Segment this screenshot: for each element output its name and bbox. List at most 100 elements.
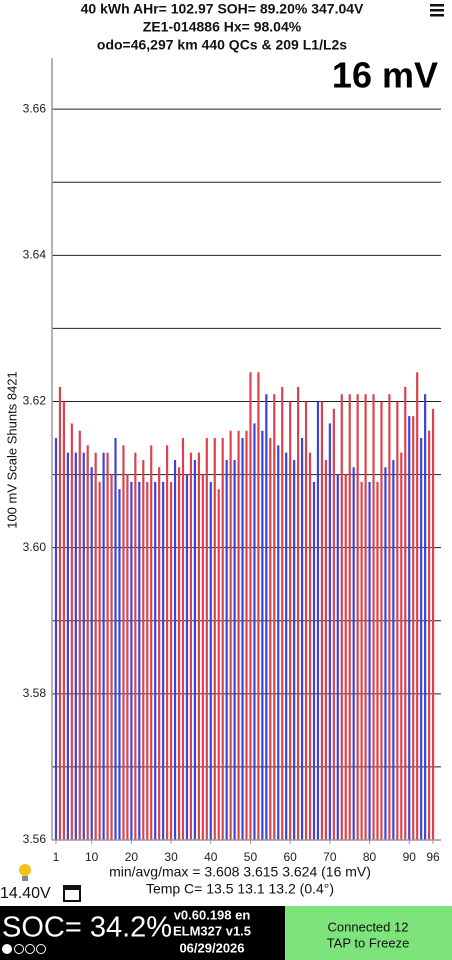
bar	[74, 452, 77, 840]
soc: SOC= 34.2%	[2, 912, 172, 944]
bulb	[19, 864, 31, 876]
bar	[110, 474, 113, 840]
bar	[209, 481, 212, 840]
menu-bar	[430, 9, 444, 12]
bar	[134, 452, 137, 840]
dot	[14, 944, 24, 954]
bar	[277, 445, 280, 840]
bar	[396, 401, 399, 840]
bar	[241, 438, 244, 840]
soc-panel	[0, 906, 285, 960]
x-tick-label: 50	[244, 850, 258, 864]
x-tick-label: 30	[164, 850, 178, 864]
y-tick-label: 3.58	[23, 686, 47, 700]
bar	[293, 459, 296, 840]
page-dots	[2, 944, 46, 954]
bar	[70, 423, 73, 840]
bar	[261, 430, 264, 840]
bar	[166, 445, 169, 840]
bar	[253, 423, 256, 840]
bar	[106, 452, 109, 840]
bar	[181, 438, 185, 840]
bar	[380, 401, 383, 840]
bar	[66, 452, 69, 840]
bar	[352, 467, 355, 840]
bar	[312, 481, 316, 840]
bar	[336, 474, 339, 840]
bar	[376, 481, 379, 840]
bar	[102, 452, 105, 840]
bar	[348, 394, 351, 840]
y-tick-label: 3.56	[23, 832, 47, 846]
bar	[428, 430, 431, 840]
bar	[189, 452, 193, 840]
status-panel	[285, 906, 452, 960]
x-tick-label: 1	[53, 850, 60, 864]
temperature: Temp C= 13.5 13.1 13.2 (0.4°)	[146, 881, 334, 897]
bar	[146, 481, 149, 840]
x-tick-label: 70	[323, 850, 337, 864]
x-tick-label: 90	[403, 850, 417, 864]
y-tick-label: 3.66	[23, 101, 47, 115]
bar	[372, 394, 375, 840]
bar	[384, 467, 387, 840]
x-tick-label: 60	[283, 850, 297, 864]
bar	[78, 430, 81, 840]
calendar-top	[64, 886, 80, 890]
bar	[162, 481, 165, 840]
bar	[273, 394, 276, 840]
bar	[308, 452, 312, 840]
bar	[257, 372, 260, 840]
bar	[173, 459, 177, 840]
bar	[316, 401, 320, 840]
bar	[356, 394, 359, 840]
bar	[201, 474, 204, 840]
bar	[368, 481, 371, 840]
bar	[114, 438, 117, 840]
date: 06/29/2026	[179, 940, 244, 955]
bar	[142, 459, 145, 840]
bar	[328, 423, 331, 840]
dot	[2, 944, 12, 954]
y-tick-label: 3.64	[23, 247, 47, 261]
bar	[320, 401, 324, 840]
bar	[364, 394, 367, 840]
x-tick-label: 80	[363, 850, 377, 864]
action: TAP to Freeze	[327, 935, 410, 950]
bar	[138, 481, 141, 840]
bar	[304, 401, 308, 840]
bar	[281, 386, 284, 840]
bar	[130, 481, 133, 840]
bar	[408, 416, 411, 840]
menu-bar	[430, 14, 444, 17]
menu-icon[interactable]	[430, 4, 444, 17]
bar	[122, 445, 125, 840]
bar	[412, 416, 415, 840]
freeze-button[interactable]: Connected 12 TAP to Freeze	[285, 906, 452, 960]
bar	[217, 489, 220, 840]
x-tick-label: 96	[426, 850, 440, 864]
x-tick-label: 20	[125, 850, 139, 864]
bulb-base	[22, 876, 28, 881]
aux-voltage: 14.40V	[0, 885, 51, 902]
bar	[297, 386, 300, 840]
bar	[233, 459, 236, 840]
bar	[150, 445, 153, 840]
bar	[400, 452, 403, 840]
adapter: ELM327 v1.5	[173, 923, 251, 938]
bar	[324, 459, 327, 840]
dot	[25, 944, 35, 954]
bar	[98, 481, 101, 840]
bulb-icon[interactable]	[19, 864, 31, 881]
bar	[82, 452, 85, 840]
header-line: 40 kWh AHr= 102.97 SOH= 89.20% 347.04V	[81, 1, 364, 17]
calendar-icon[interactable]	[63, 885, 81, 902]
y-tick-label: 3.62	[23, 394, 47, 408]
bar	[344, 474, 347, 840]
bar	[213, 438, 216, 840]
bar	[205, 438, 208, 840]
x-tick-label: 40	[204, 850, 218, 864]
y-axis-label: 100 mV Scale Shunts 8421	[4, 371, 19, 529]
bar	[245, 430, 248, 840]
bar	[289, 401, 292, 840]
